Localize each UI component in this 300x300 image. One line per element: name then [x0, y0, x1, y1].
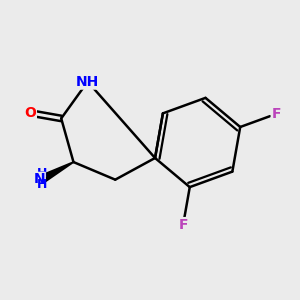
- Text: H: H: [37, 167, 47, 181]
- Text: O: O: [24, 106, 36, 120]
- Text: N: N: [34, 172, 45, 186]
- Text: F: F: [272, 107, 281, 121]
- Text: H: H: [37, 178, 47, 191]
- Text: F: F: [178, 218, 188, 232]
- Polygon shape: [41, 161, 74, 182]
- Text: NH: NH: [76, 75, 99, 88]
